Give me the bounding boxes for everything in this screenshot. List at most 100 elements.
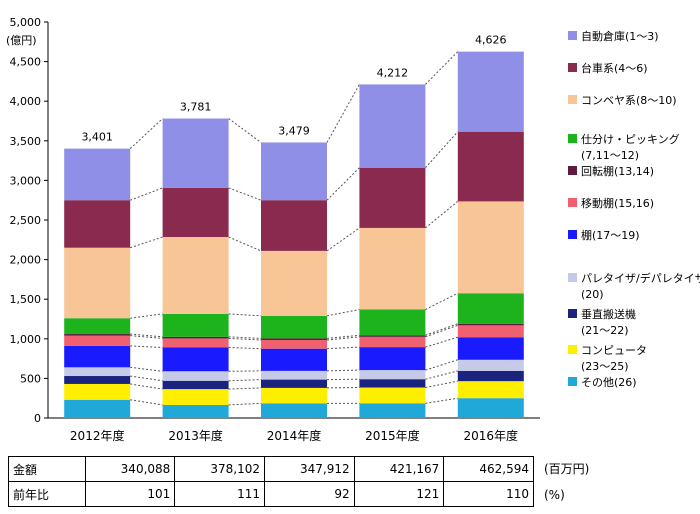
bar-segment [359,387,426,404]
bar-segment [64,399,131,418]
bar-segment [162,371,229,381]
legend-label: 棚(17〜19) [581,228,640,242]
bar-segment [64,335,131,346]
legend-label: その他(26) [581,376,637,389]
connector-line [326,369,360,372]
connector-line [326,167,360,201]
unit-amount: (百万円) [544,462,590,476]
connector-line [326,346,360,350]
bar-segment [457,370,524,382]
table-cell: 340,088 [84,456,176,482]
bar-segment [64,318,131,335]
legend: 自動倉庫(1〜3) 台車系(4〜6) コンベヤ系(8〜10) 仕分け・ピッキング (7,… [568,29,700,389]
connector-line [425,370,458,380]
table-cell: 101 [84,481,176,507]
connector-line [425,397,458,404]
connector-line [130,366,163,372]
bar-segment [64,345,131,368]
connector-line [425,324,458,338]
connector-line [228,402,262,406]
bar-segment [359,347,426,371]
connector-line [425,131,459,169]
y-tick-label: 4,000 [10,95,42,108]
bar-segment [261,370,327,380]
connector-line [228,118,262,143]
legend-label-line2: (7,11〜12) [581,149,639,162]
connector-line [326,336,360,341]
bar-segment [162,380,229,390]
connector-line [425,336,458,348]
bar-segment [359,403,426,418]
y-tick-label: 1,500 [10,293,42,306]
connector-line [326,334,360,339]
legend-swatch [568,134,577,143]
bar-segment [261,379,327,388]
connector-line [228,236,262,252]
x-axis-categories: 2012年度 2013年度 2014年度 2015年度 2016年度 [70,428,518,443]
legend-label: 回転棚(13,14) [581,164,654,178]
connector-line [228,313,262,317]
x-category-label: 2012年度 [70,428,125,443]
legend-label: 仕分け・ピッキング [581,132,680,146]
bar-segment [162,338,229,348]
y-tick-label: 5,000 [10,16,42,29]
connector-line [129,118,163,150]
bar-total-label: 4,626 [475,34,507,47]
y-tick-label: 3,500 [10,135,42,148]
connector-line [326,227,360,252]
bar-segment [162,404,229,418]
connector-line [130,383,163,390]
y-tick-label: 2,000 [10,254,42,267]
bar-segment [457,323,524,326]
bar-segment [359,370,426,380]
row-label: 前年比 [8,481,86,507]
connector-line [425,51,459,85]
bar-segment [261,200,327,251]
bar-segment [359,84,426,168]
legend-label-line2: (21〜22) [581,324,629,337]
bar-segment [359,309,426,336]
x-category-label: 2016年度 [464,428,519,443]
bar-segment [359,336,426,348]
y-tick-label: 4,500 [10,56,42,69]
table-row-yoy: 前年比 101 111 92 121 110 [8,481,534,507]
table-cell: 378,102 [174,456,265,482]
bar-totals: 3,401 3,781 3,479 4,212 4,626 [81,34,506,144]
bar-segment [457,325,524,338]
bar-segment [261,403,327,418]
legend-swatch [568,198,577,207]
bars [64,51,524,418]
legend-swatch [568,309,577,318]
bar-segment [261,339,327,349]
bar-segment [359,379,426,388]
bar-segment [162,347,229,372]
legend-label-line2: (23〜25) [581,360,629,373]
table-cell: 92 [263,481,355,507]
bar-segment [457,398,524,418]
y-axis-unit-label: (億円) [6,34,37,47]
table-cell: 121 [353,481,445,507]
bar-segment [261,250,327,316]
table-row-amount: 金額 340,088 378,102 347,912 421,167 462,5… [8,456,534,482]
legend-label: パレタイザ/デパレタイザ [581,271,700,285]
legend-label: 台車系(4〜6) [581,61,648,75]
bar-total-label: 3,479 [278,124,310,137]
bar-total-label: 3,781 [180,101,212,114]
bar-segment [457,381,524,399]
table-cell: 111 [174,481,265,507]
connector-line [425,292,459,310]
bar-segment [64,334,131,336]
connector-line [228,379,262,382]
connector-line [130,313,163,319]
bar-segment [64,247,131,319]
legend-label: 移動棚(15,16) [581,196,654,210]
bar-segment [162,237,229,314]
bar-segment [162,389,229,405]
connector-line [228,187,262,201]
summary-table: 金額 340,088 378,102 347,912 421,167 462,5… [8,456,534,507]
bar-segment [261,348,327,371]
legend-swatch [568,273,577,282]
unit-yoy: (%) [544,488,565,502]
bar-segment [457,337,524,360]
bar-total-label: 3,401 [81,131,113,144]
